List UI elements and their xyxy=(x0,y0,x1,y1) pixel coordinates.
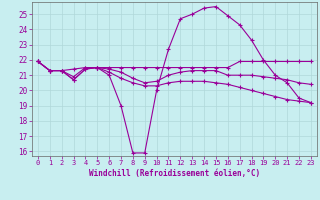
X-axis label: Windchill (Refroidissement éolien,°C): Windchill (Refroidissement éolien,°C) xyxy=(89,169,260,178)
